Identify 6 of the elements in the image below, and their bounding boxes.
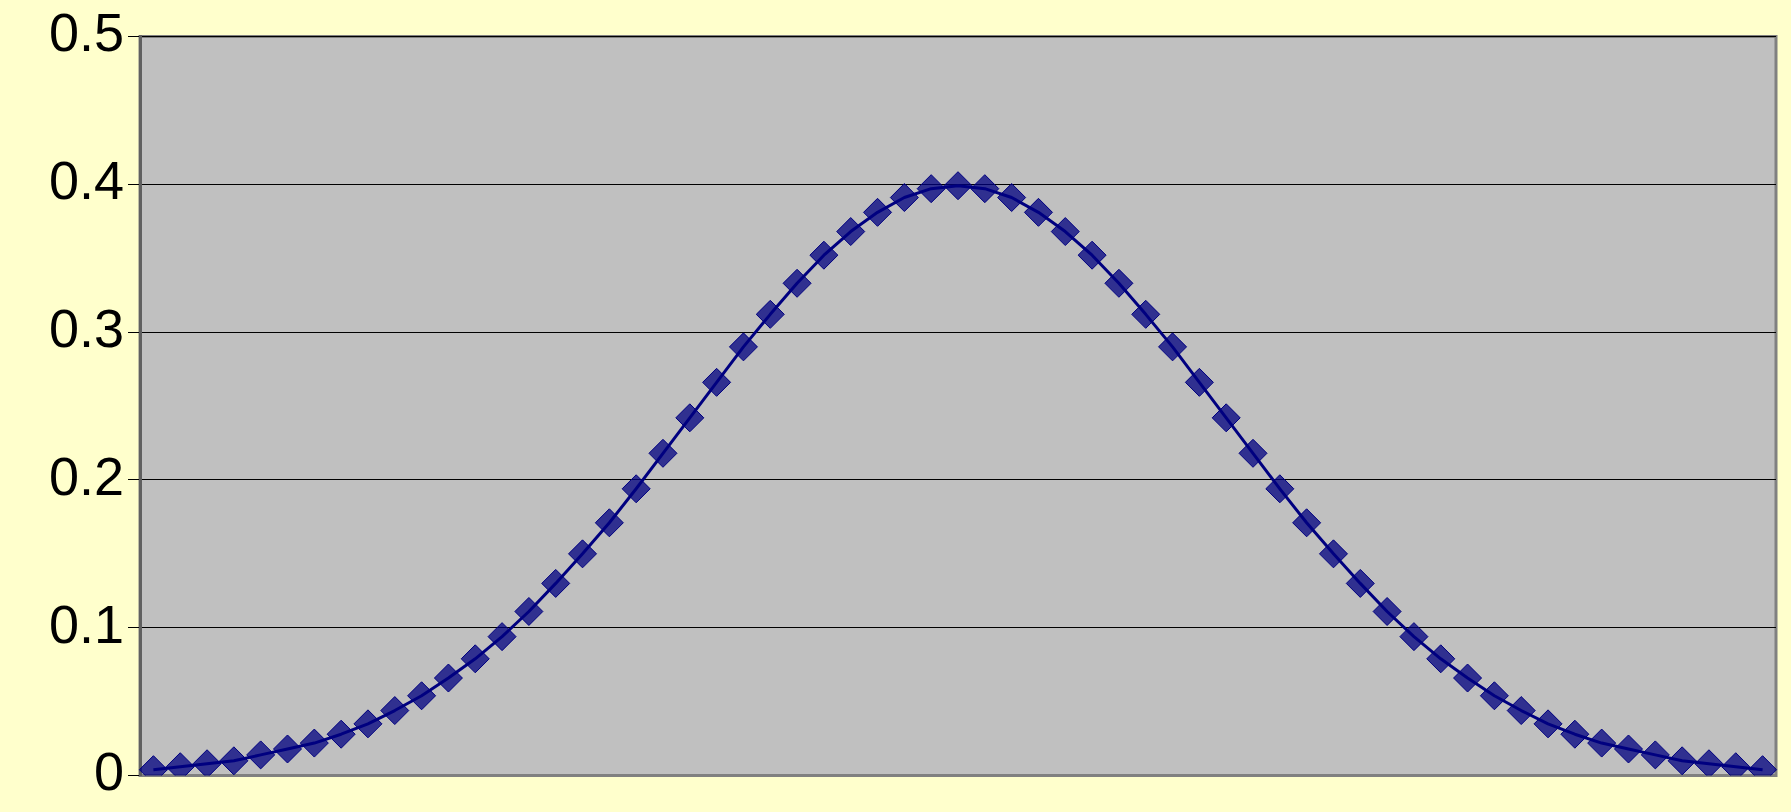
y-tick-label: 0.2: [48, 445, 124, 506]
y-tick-label: 0.1: [48, 593, 124, 654]
y-tick-label: 0.4: [48, 150, 124, 211]
y-tick-label: 0.3: [48, 297, 124, 358]
y-tick-label: 0: [93, 741, 124, 802]
y-tick-label: 0.5: [48, 2, 124, 63]
